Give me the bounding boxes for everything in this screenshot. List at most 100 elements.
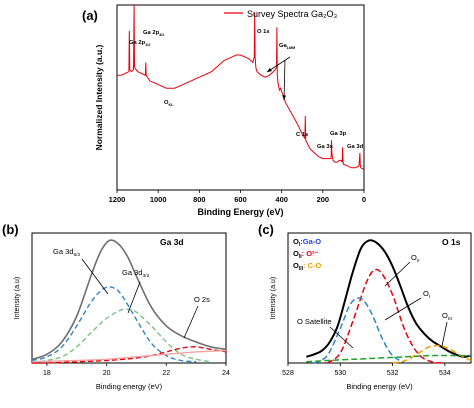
x-tick-label-a: 400	[275, 195, 288, 204]
x-axis-label-c: Binding energy (eV)	[346, 382, 413, 391]
series-ga-3d3-2	[31, 308, 212, 364]
panel-title-b: Ga 3d	[160, 237, 184, 247]
panel-label-a: (a)	[82, 8, 98, 23]
plot-frame-b	[31, 232, 227, 364]
series-envelope	[31, 239, 227, 361]
peak-label-3: O 1s	[257, 29, 270, 35]
survey-line	[117, 4, 365, 171]
x-tick-label-c: 534	[439, 370, 451, 377]
label-oi-text: O	[423, 289, 429, 298]
x-tick-label-a: 1000	[150, 195, 167, 204]
peak-label-0: Ga 2p1/2	[129, 40, 150, 47]
label-oii-text: O	[411, 253, 417, 262]
x-tick-label-b: 18	[43, 370, 51, 377]
pointer-satellite	[329, 326, 354, 349]
x-tick-label-a: 200	[317, 195, 330, 204]
legend-key: O	[293, 237, 299, 246]
peak-label-6: Ga 3s	[317, 144, 333, 150]
label-oiii: OIII	[442, 311, 452, 322]
peak-label-1-sub: 3/2	[159, 33, 164, 37]
legend-text: :Ga-O	[300, 237, 321, 246]
x-tick-label-a: 800	[193, 195, 206, 204]
label-oii-sub: II	[417, 258, 420, 264]
legend-label-a: Survey Spectra Ga₂O₃	[247, 9, 338, 19]
legend-entry-c-1: OII: O²⁻	[293, 249, 319, 260]
label-ga3d52-text: Ga 3d	[53, 247, 73, 256]
peak-label-7-text: Ga 3p	[330, 131, 347, 137]
pointer-oi	[384, 297, 422, 321]
gaLMM-arrow-1-head	[267, 67, 272, 72]
peak-label-1-text: Ga 2p	[143, 30, 160, 36]
pointer-oii	[384, 261, 411, 287]
x-tick-label-c: 528	[282, 370, 294, 377]
peak-label-4-text: Ga	[279, 43, 288, 49]
legend-sub: III	[299, 266, 304, 272]
x-axis-label-a: Binding Energy (eV)	[197, 207, 283, 217]
legend-key: O	[293, 249, 299, 258]
legend-sub: II	[299, 254, 302, 260]
series-oii	[326, 268, 445, 364]
legend-entry-c-0: OI:Ga-O	[293, 237, 321, 248]
x-tick-label-c: 532	[387, 370, 399, 377]
label-ga3d32: Ga 3d3/2	[122, 268, 149, 279]
x-tick-label-b: 22	[162, 370, 170, 377]
peak-label-4: GaLMM	[279, 43, 295, 50]
peak-label-5-text: C 1s	[296, 132, 308, 138]
legend-text: : C-O	[303, 261, 321, 270]
label-ga3d52: Ga 3d5/2	[53, 247, 80, 258]
pointer-ga3d32	[127, 281, 141, 314]
peak-label-2-sub: KL	[169, 103, 175, 107]
series-o-satellite	[306, 354, 471, 363]
peak-label-8-text: Ga 3d	[347, 144, 364, 150]
peak-label-6-text: Ga 3s	[317, 144, 333, 150]
panel-label-b: (b)	[2, 222, 19, 237]
series-envelope	[306, 239, 472, 358]
peak-label-1: Ga 2p3/2	[143, 30, 164, 37]
peak-label-8: Ga 3d	[347, 144, 364, 150]
label-ga3d52-sub: 5/2	[73, 252, 80, 258]
pointer-oiii	[441, 321, 448, 347]
label-oiii-sub: III	[448, 316, 452, 322]
pointer-o2s	[183, 305, 199, 339]
pointer-ga3d52	[81, 258, 109, 295]
x-tick-label-c: 530	[334, 370, 346, 377]
gaLMM-arrow-2	[283, 59, 286, 101]
panel-label-c: (c)	[258, 222, 274, 237]
gaLMM-arrow-2-head	[282, 95, 287, 100]
legend-text: : O²⁻	[302, 249, 319, 258]
label-ga3d32-text: Ga 3d	[122, 268, 142, 277]
series-o-2s	[31, 346, 227, 364]
x-tick-label-a: 600	[234, 195, 247, 204]
panel-title-c: O 1s	[442, 237, 461, 247]
series-ga-3d5-2	[31, 286, 197, 363]
label-ga3d32-sub: 3/2	[142, 273, 149, 279]
legend-key: O	[293, 261, 299, 270]
label-oii: OII	[411, 253, 420, 264]
peak-label-3-text: O 1s	[257, 29, 270, 35]
y-axis-label-a: Normalized Intensity (a.u.)	[94, 44, 104, 150]
label-oi-sub: I	[429, 294, 430, 300]
label-o2s: O 2s	[194, 295, 210, 304]
x-axis-label-b: Binding energy (eV)	[96, 382, 163, 391]
label-oiii-text: O	[442, 311, 448, 320]
peak-label-2-text: O	[164, 100, 169, 106]
peak-label-7: Ga 3p	[330, 131, 347, 137]
peak-label-0-sub: 1/2	[145, 43, 150, 47]
series-oiii	[392, 344, 472, 364]
peak-label-2: OKL	[164, 100, 174, 107]
legend-sub: I	[299, 242, 301, 248]
label-oi: OI	[423, 289, 430, 300]
label-o-satellite: O Satellite	[297, 317, 332, 326]
x-tick-label-b: 24	[222, 370, 230, 377]
x-tick-label-a: 0	[362, 195, 366, 204]
x-tick-label-b: 20	[103, 370, 111, 377]
y-axis-label-b: Intensity (a.u)	[14, 277, 21, 319]
peak-label-0-text: Ga 2p	[129, 40, 146, 46]
plot-frame-c	[287, 232, 472, 364]
x-tick-label-a: 1200	[109, 195, 126, 204]
series-oi	[313, 297, 406, 364]
legend-entry-c-2: OIII: C-O	[293, 261, 322, 272]
peak-label-5: C 1s	[296, 132, 308, 138]
peak-label-4-sub: LMM	[287, 46, 296, 50]
y-axis-label-c: Intensity (a.u)	[270, 277, 277, 319]
